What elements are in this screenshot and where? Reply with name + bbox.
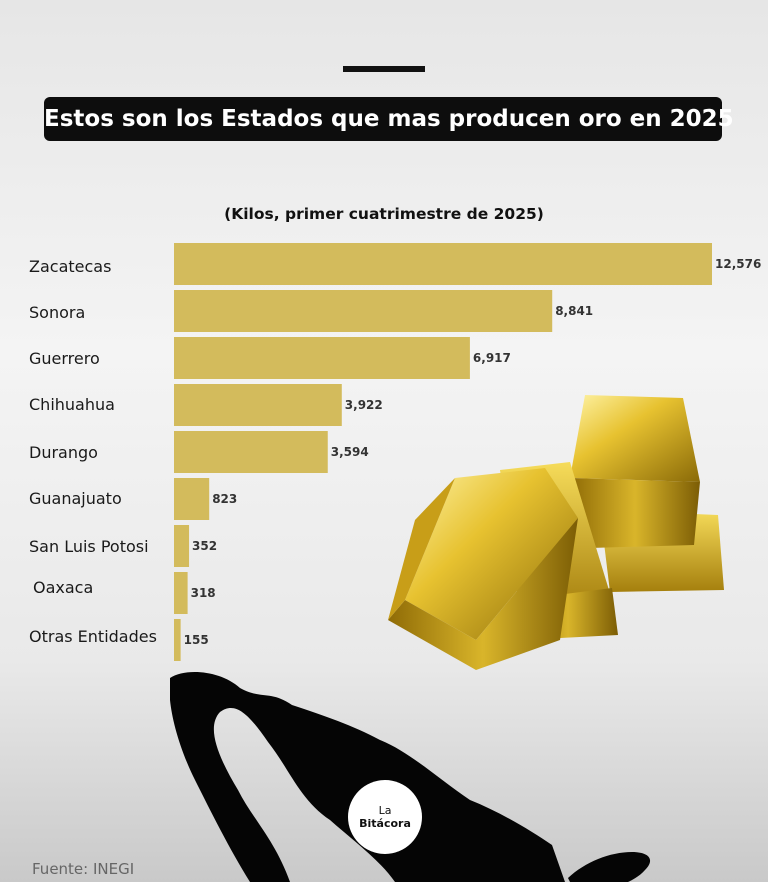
page-title: Estos son los Estados que mas producen o…	[44, 97, 734, 141]
gold-bar-shape	[405, 468, 578, 640]
bar-oaxaca	[174, 572, 188, 614]
logo-text: Bitácora	[359, 817, 411, 830]
category-label: San Luis Potosi	[29, 537, 149, 556]
value-label: 823	[212, 492, 237, 506]
chart-subtitle: (Kilos, primer cuatrimestre de 2025)	[224, 205, 544, 223]
bar-sonora	[174, 290, 553, 332]
category-label: Sonora	[29, 303, 85, 322]
value-label: 3,922	[345, 398, 383, 412]
category-label: Chihuahua	[29, 395, 115, 414]
bar-zacatecas	[174, 243, 712, 285]
gold-bar-shape	[570, 478, 700, 548]
value-label: 352	[192, 539, 217, 553]
value-label: 155	[184, 633, 209, 647]
value-label: 12,576	[715, 257, 761, 271]
category-label: Zacatecas	[29, 257, 111, 276]
bar-guerrero	[174, 337, 470, 379]
gold-bar-shape	[388, 518, 578, 670]
bar-durango	[174, 431, 328, 473]
bar-chihuahua	[174, 384, 342, 426]
category-label: Guanajuato	[29, 489, 122, 508]
bar-san-luis-potosi	[174, 525, 190, 567]
category-label: Oaxaca	[33, 578, 93, 597]
gold-bar-shape	[570, 395, 700, 482]
value-label: 6,917	[473, 351, 511, 365]
category-label: Durango	[29, 443, 98, 462]
gold-bar-shape	[388, 478, 455, 620]
bitacora-logo-icon: La Bitácora	[348, 780, 422, 854]
value-label: 3,594	[331, 445, 369, 459]
category-label: Guerrero	[29, 349, 100, 368]
bar-guanajuato	[174, 478, 210, 520]
logo-small-text: La	[378, 804, 392, 817]
source-note: Fuente: INEGI	[32, 860, 135, 878]
value-label: 318	[191, 586, 216, 600]
top-accent-bar	[343, 66, 425, 72]
category-label: Otras Entidades	[29, 627, 157, 646]
bar-otras-entidades	[174, 619, 181, 661]
value-label: 8,841	[555, 304, 593, 318]
